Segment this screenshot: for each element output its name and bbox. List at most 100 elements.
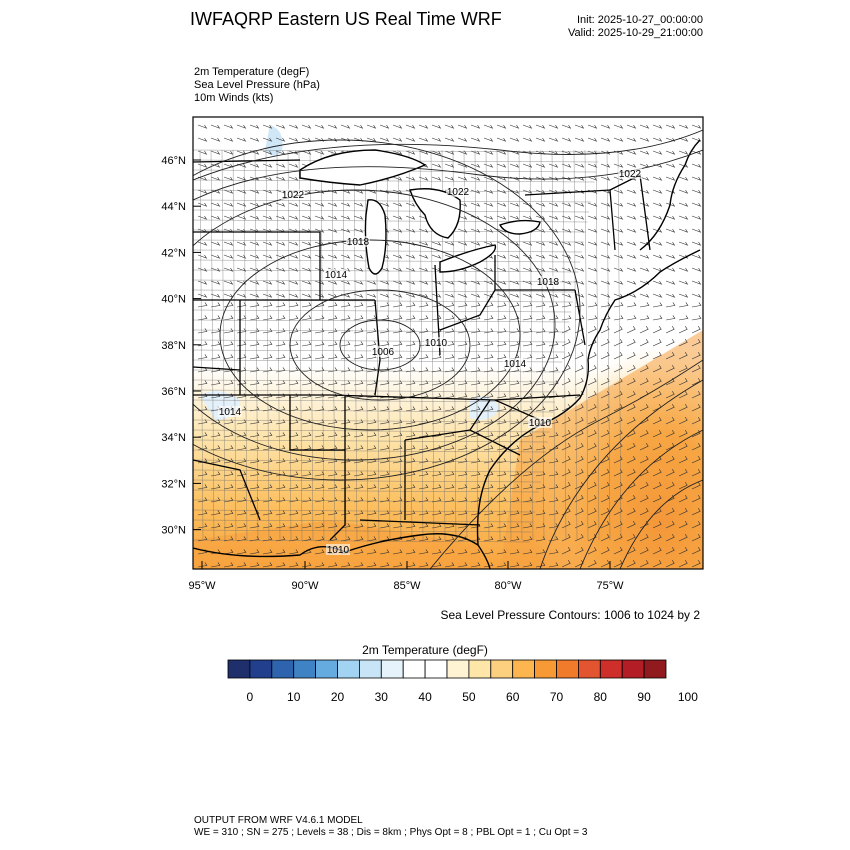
wind-barb (626, 189, 637, 194)
pressure-label: 1006 (372, 347, 395, 358)
wind-barb (626, 267, 637, 272)
wind-barb (223, 341, 234, 347)
wind-barb (288, 341, 299, 347)
wind-barb (691, 254, 702, 259)
wind-barb (340, 315, 351, 321)
model-footer: OUTPUT FROM WRF V4.6.1 MODEL WE = 310 ; … (194, 815, 587, 839)
wind-barb (431, 293, 442, 298)
wind-barb (561, 267, 572, 272)
wind-barb (639, 430, 649, 438)
wind-barb (262, 341, 273, 347)
wind-barb (678, 215, 689, 220)
pressure-label-bg (446, 186, 470, 197)
wind-barb (691, 508, 701, 516)
colorbar-swatch (468, 659, 492, 679)
wind-barb (366, 367, 377, 373)
wind-barb (444, 406, 455, 412)
wind-barb (470, 163, 481, 168)
wind-barb (418, 484, 429, 490)
wind-barb (262, 328, 273, 334)
wind-barb (379, 484, 390, 490)
wind-barb (210, 302, 221, 308)
wind-barb (275, 176, 286, 181)
wind-barb (561, 534, 571, 542)
wind-barb (626, 547, 636, 555)
lat-tick-label: 32°N (161, 478, 186, 490)
field-temperature: 2m Temperature (degF) (194, 66, 310, 78)
wind-barb (210, 293, 221, 298)
wind-barb (470, 228, 481, 233)
wind-barb (613, 326, 623, 334)
wind-barb (314, 228, 325, 233)
county-line (573, 149, 578, 541)
wind-barb (626, 534, 636, 542)
wind-barb (444, 419, 455, 425)
wind-barb (288, 510, 299, 516)
wind-barb (678, 404, 688, 412)
wind-barb (639, 326, 649, 334)
wind-barb (509, 137, 520, 142)
wind-barb (574, 495, 584, 503)
wind-barb (561, 241, 572, 246)
wind-barb (574, 404, 584, 412)
wind-barb (522, 549, 533, 555)
wind-barb (470, 315, 481, 321)
wind-barb (288, 254, 299, 259)
wind-barb (652, 241, 663, 246)
county-line (474, 149, 479, 541)
wind-barb (535, 189, 546, 194)
colorbar-swatch (271, 659, 295, 679)
wind-barb (613, 228, 624, 233)
wind-barb (379, 523, 390, 529)
county-line (193, 249, 583, 253)
wind-barb (444, 137, 455, 142)
wind-barb (496, 497, 507, 503)
wind-barb (392, 302, 403, 308)
wind-barb (327, 280, 338, 285)
wind-barb (600, 469, 610, 477)
wind-barb (210, 458, 221, 464)
wind-barb (431, 150, 442, 155)
wind-barb (262, 354, 273, 360)
wind-barb (197, 354, 208, 360)
county-line (193, 289, 575, 293)
county-line (193, 389, 557, 393)
wind-barb (457, 176, 468, 181)
wind-barb (418, 228, 429, 233)
wind-barb (652, 189, 663, 194)
wind-barb (665, 456, 675, 464)
lat-tick-label: 40°N (161, 294, 186, 306)
wind-barb (236, 124, 247, 129)
wind-barb (327, 254, 338, 259)
wind-barb (262, 176, 273, 181)
wind-barb (652, 228, 663, 233)
wind-barb (223, 202, 234, 207)
wind-barb (197, 380, 208, 386)
wind-barb (548, 176, 559, 181)
wind-barb (587, 163, 598, 168)
wind-barb (561, 326, 571, 334)
wind-barb (639, 482, 649, 490)
wind-barb (301, 484, 312, 490)
lon-tick-label: 90°W (291, 580, 319, 592)
wind-barb (340, 215, 351, 220)
wind-barb (288, 419, 299, 425)
wind-barb (509, 484, 520, 490)
wind-barb (262, 562, 273, 568)
pressure-label-bg (281, 189, 305, 200)
wind-barb (405, 202, 416, 207)
wind-barb (340, 510, 351, 516)
wind-barb (249, 549, 260, 555)
wind-barb (522, 137, 533, 142)
county-line (193, 319, 570, 323)
wind-barb (561, 228, 572, 233)
wind-barb (587, 302, 598, 308)
wind-barb (665, 254, 676, 259)
wind-barb (223, 419, 234, 425)
wind-barb (314, 458, 325, 464)
wind-barb (405, 315, 416, 321)
wind-barb (652, 315, 663, 321)
wind-barb (275, 328, 286, 334)
wind-barb (509, 124, 520, 129)
wind-barb (301, 302, 312, 308)
